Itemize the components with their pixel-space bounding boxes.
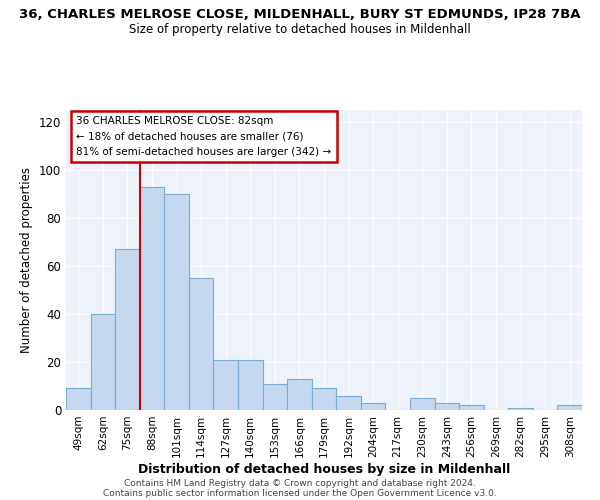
Bar bbox=[287, 379, 312, 410]
Bar bbox=[434, 403, 459, 410]
Bar bbox=[189, 278, 214, 410]
Bar bbox=[336, 396, 361, 410]
Bar bbox=[312, 388, 336, 410]
Text: 36 CHARLES MELROSE CLOSE: 82sqm
← 18% of detached houses are smaller (76)
81% of: 36 CHARLES MELROSE CLOSE: 82sqm ← 18% of… bbox=[76, 116, 331, 157]
Bar bbox=[557, 405, 582, 410]
Bar bbox=[164, 194, 189, 410]
Bar bbox=[361, 403, 385, 410]
Bar bbox=[263, 384, 287, 410]
Bar bbox=[115, 249, 140, 410]
Y-axis label: Number of detached properties: Number of detached properties bbox=[20, 167, 33, 353]
Bar bbox=[214, 360, 238, 410]
Text: Size of property relative to detached houses in Mildenhall: Size of property relative to detached ho… bbox=[129, 22, 471, 36]
Bar bbox=[238, 360, 263, 410]
Bar bbox=[410, 398, 434, 410]
Bar bbox=[459, 405, 484, 410]
Bar bbox=[91, 314, 115, 410]
X-axis label: Distribution of detached houses by size in Mildenhall: Distribution of detached houses by size … bbox=[138, 462, 510, 475]
Bar bbox=[508, 408, 533, 410]
Text: Contains HM Land Registry data © Crown copyright and database right 2024.: Contains HM Land Registry data © Crown c… bbox=[124, 478, 476, 488]
Text: 36, CHARLES MELROSE CLOSE, MILDENHALL, BURY ST EDMUNDS, IP28 7BA: 36, CHARLES MELROSE CLOSE, MILDENHALL, B… bbox=[19, 8, 581, 20]
Bar bbox=[140, 187, 164, 410]
Bar bbox=[66, 388, 91, 410]
Text: Contains public sector information licensed under the Open Government Licence v3: Contains public sector information licen… bbox=[103, 488, 497, 498]
